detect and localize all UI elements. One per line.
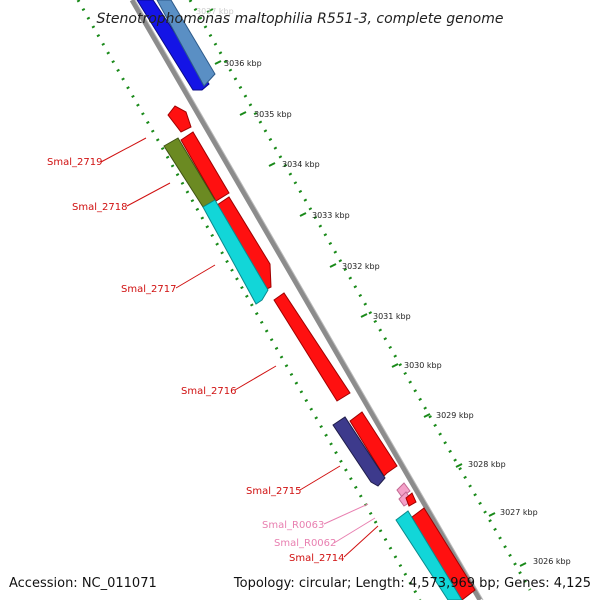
kbp-label-3037: 3037 kbp (196, 7, 234, 16)
gene-arrow-red-5[interactable] (349, 411, 398, 477)
gene-label-smal-r0063[interactable]: Smal_R0063 (262, 520, 324, 531)
kbp-label-3036: 3036 kbp (224, 59, 262, 68)
gene-label-smal-2719[interactable]: Smal_2719 (47, 157, 102, 168)
kbp-ticks (206, 8, 527, 567)
kbp-label-3031: 3031 kbp (373, 312, 411, 321)
gene-arrow-red-1[interactable] (167, 105, 192, 133)
kbp-label-3032: 3032 kbp (342, 262, 380, 271)
leader-smal-r0063 (323, 503, 369, 525)
gene-label-smal-2716[interactable]: Smal_2716 (181, 386, 236, 397)
leader-smal-2715 (299, 465, 341, 491)
leader-smal-2714 (343, 525, 379, 558)
leader-smal-2718 (126, 182, 171, 207)
kbp-label-3033: 3033 kbp (312, 211, 350, 220)
gene-label-smal-2715[interactable]: Smal_2715 (246, 486, 301, 497)
gene-arrow-steel[interactable] (156, 0, 216, 87)
gene-arrow-red-small[interactable] (405, 492, 417, 507)
map-title: Stenotrophomonas maltophilia R551-3, com… (97, 11, 504, 27)
outer-scale-track (188, 0, 532, 591)
kbp-label-3026: 3026 kbp (533, 557, 571, 566)
leader-smal-r0062 (333, 517, 376, 544)
gene-label-smal-2718[interactable]: Smal_2718 (72, 202, 127, 213)
kbp-label-3029: 3029 kbp (436, 411, 474, 420)
kbp-label-3034: 3034 kbp (282, 160, 320, 169)
gene-arrow-blue[interactable] (136, 0, 210, 91)
rna-arrow-smal-r0063[interactable] (396, 482, 411, 498)
gene-label-smal-r0062[interactable]: Smal_R0062 (274, 538, 336, 549)
kbp-label-3027: 3027 kbp (500, 508, 538, 517)
inner-scale-track (76, 0, 422, 600)
leader-smal-2717 (175, 264, 216, 289)
gene-label-smal-2714[interactable]: Smal_2714 (289, 553, 344, 564)
kbp-label-3030: 3030 kbp (404, 361, 442, 370)
leader-smal-2719 (100, 137, 147, 163)
gene-label-smal-2717[interactable]: Smal_2717 (121, 284, 176, 295)
gene-arrow-smal-2715[interactable] (332, 416, 386, 487)
kbp-label-3028: 3028 kbp (468, 460, 506, 469)
gene-arrow-cyan-lower[interactable] (395, 510, 463, 600)
leader-smal-2716 (234, 365, 277, 391)
topology-text: Topology: circular; Length: 4,573,969 bp… (233, 576, 591, 591)
kbp-label-3035: 3035 kbp (254, 110, 292, 119)
accession-text: Accession: NC_011071 (9, 576, 157, 591)
gene-arrow-red-2[interactable] (180, 131, 230, 202)
genome-backbone (129, 0, 483, 600)
genome-backbone-highlight (134, 0, 484, 600)
gene-arrow-red-4[interactable] (273, 292, 351, 402)
gene-arrow-smal-2717[interactable] (202, 199, 269, 305)
